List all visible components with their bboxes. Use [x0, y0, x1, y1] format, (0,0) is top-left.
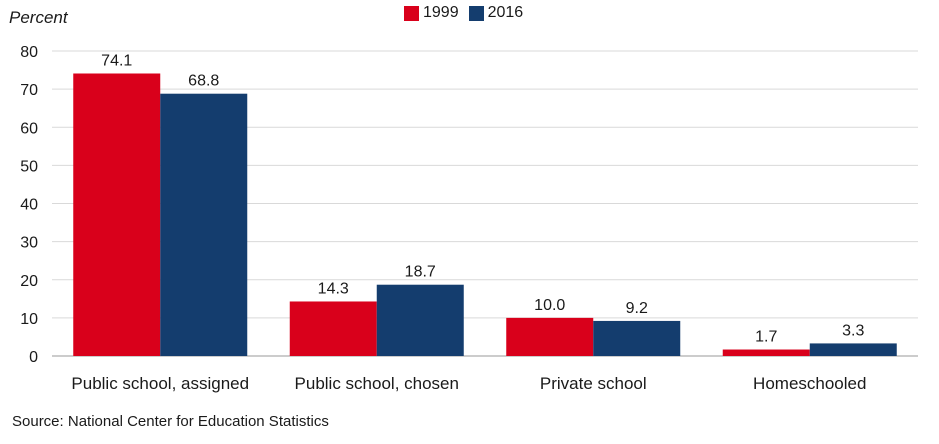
y-tick-label: 50	[20, 158, 38, 175]
x-tick-label: Public school, chosen	[295, 374, 459, 393]
bar-2016-1	[160, 93, 248, 356]
legend-swatch-1999	[404, 5, 419, 21]
legend: 1999 2016	[404, 4, 533, 22]
bar-1999-2	[289, 301, 377, 356]
y-tick-label: 60	[20, 120, 38, 137]
y-axis-title: Percent	[9, 8, 68, 27]
data-label: 10.0	[534, 297, 565, 314]
data-label: 14.3	[318, 280, 349, 297]
y-tick-label: 10	[20, 311, 38, 328]
legend-item-2016: 2016	[468, 4, 524, 22]
y-tick-label: 40	[20, 197, 38, 214]
data-label: 74.1	[101, 52, 132, 69]
bar-2016-4	[809, 343, 897, 356]
y-tick-label: 80	[20, 44, 38, 61]
data-label: 18.7	[405, 264, 436, 281]
x-tick-label: Private school	[540, 374, 647, 393]
bar-1999-1	[73, 73, 161, 357]
bar-1999-4	[722, 349, 810, 356]
y-tick-label: 30	[20, 235, 38, 252]
bar-2016-3	[593, 320, 681, 356]
x-tick-label: Homeschooled	[753, 374, 866, 393]
bar-1999-3	[506, 317, 594, 356]
data-label: 1.7	[755, 329, 777, 346]
data-label: 9.2	[626, 300, 648, 317]
x-tick-label: Public school, assigned	[71, 374, 249, 393]
y-tick-label: 0	[29, 349, 38, 366]
bar-2016-2	[376, 284, 464, 356]
y-tick-label: 20	[20, 273, 38, 290]
legend-label-2016: 2016	[487, 4, 524, 21]
data-label: 68.8	[188, 73, 219, 90]
data-label: 3.3	[842, 322, 864, 339]
y-tick-label: 70	[20, 82, 38, 99]
source-note: Source: National Center for Education St…	[12, 413, 329, 430]
legend-label-1999: 1999	[423, 4, 459, 21]
legend-item-1999: 1999	[404, 4, 459, 22]
legend-swatch-2016	[468, 5, 484, 21]
